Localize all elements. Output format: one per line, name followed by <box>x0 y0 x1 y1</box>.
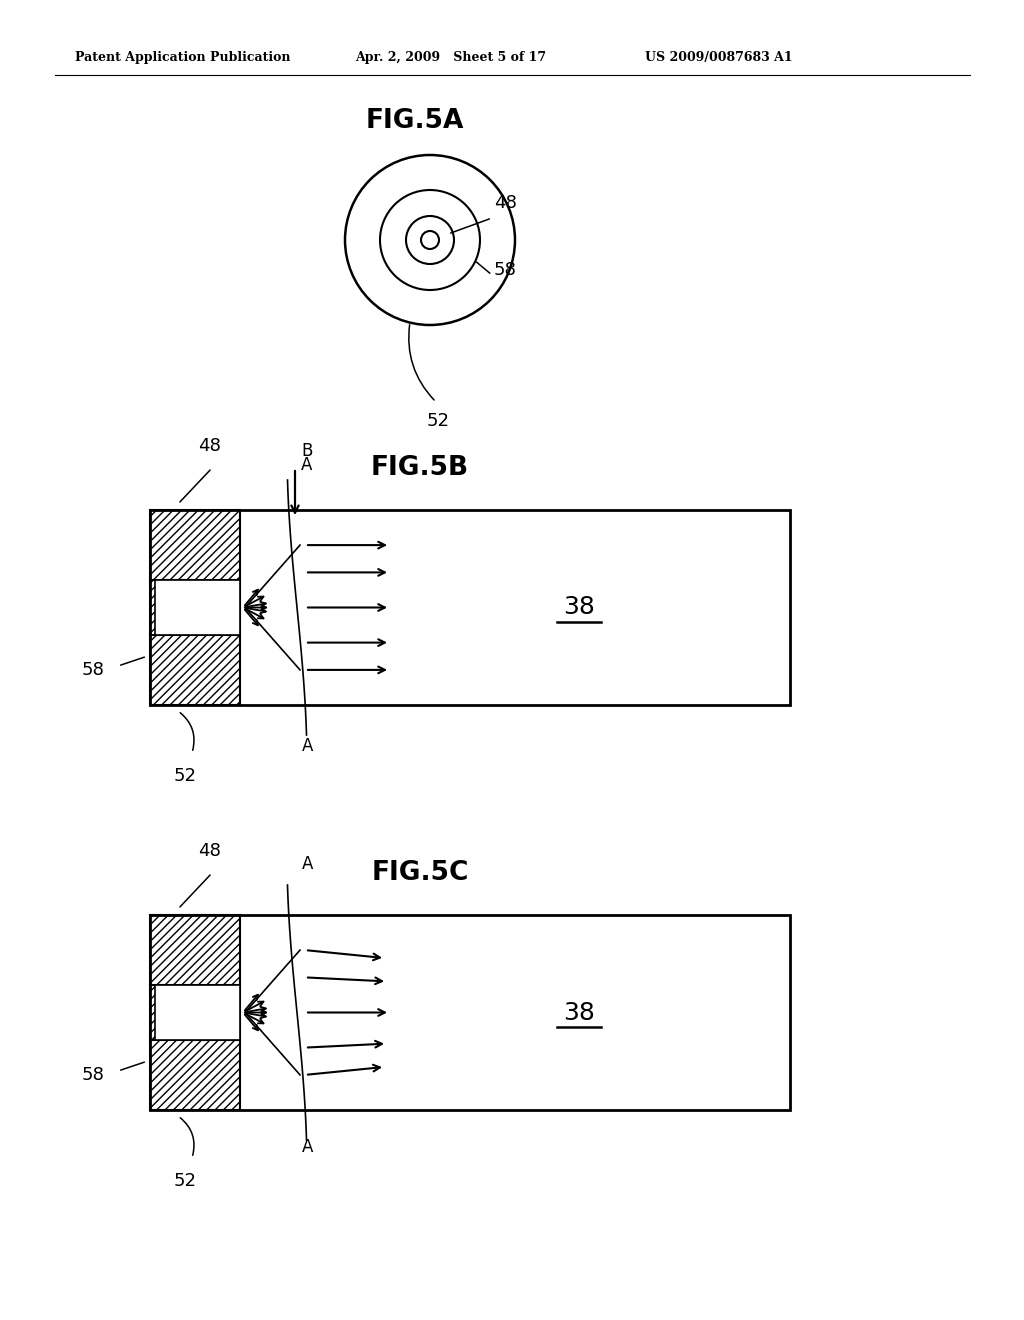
Text: 38: 38 <box>563 595 595 619</box>
Text: Apr. 2, 2009   Sheet 5 of 17: Apr. 2, 2009 Sheet 5 of 17 <box>355 51 546 65</box>
Text: 52: 52 <box>427 412 450 430</box>
Text: 48: 48 <box>494 194 517 213</box>
Text: 38: 38 <box>563 1001 595 1024</box>
Text: 58: 58 <box>81 1067 104 1084</box>
Text: US 2009/0087683 A1: US 2009/0087683 A1 <box>645 51 793 65</box>
Text: A: A <box>302 1138 313 1156</box>
Text: FIG.5C: FIG.5C <box>372 861 469 886</box>
Text: Patent Application Publication: Patent Application Publication <box>75 51 291 65</box>
Bar <box>150 510 790 705</box>
Text: B: B <box>301 442 312 459</box>
Text: 48: 48 <box>198 437 221 455</box>
Text: 48: 48 <box>198 842 221 861</box>
Bar <box>155 581 240 635</box>
Text: 52: 52 <box>173 767 197 785</box>
Text: A: A <box>301 455 312 474</box>
Bar <box>150 510 240 705</box>
Text: A: A <box>302 855 313 873</box>
Text: FIG.5B: FIG.5B <box>371 455 469 480</box>
Text: 52: 52 <box>173 1172 197 1191</box>
Bar <box>155 985 240 1040</box>
Bar <box>150 915 790 1110</box>
Circle shape <box>421 231 439 249</box>
Text: 58: 58 <box>494 261 517 279</box>
Text: 58: 58 <box>81 661 104 678</box>
Text: FIG.5A: FIG.5A <box>366 108 464 135</box>
Bar <box>150 915 240 1110</box>
Text: A: A <box>302 737 313 755</box>
